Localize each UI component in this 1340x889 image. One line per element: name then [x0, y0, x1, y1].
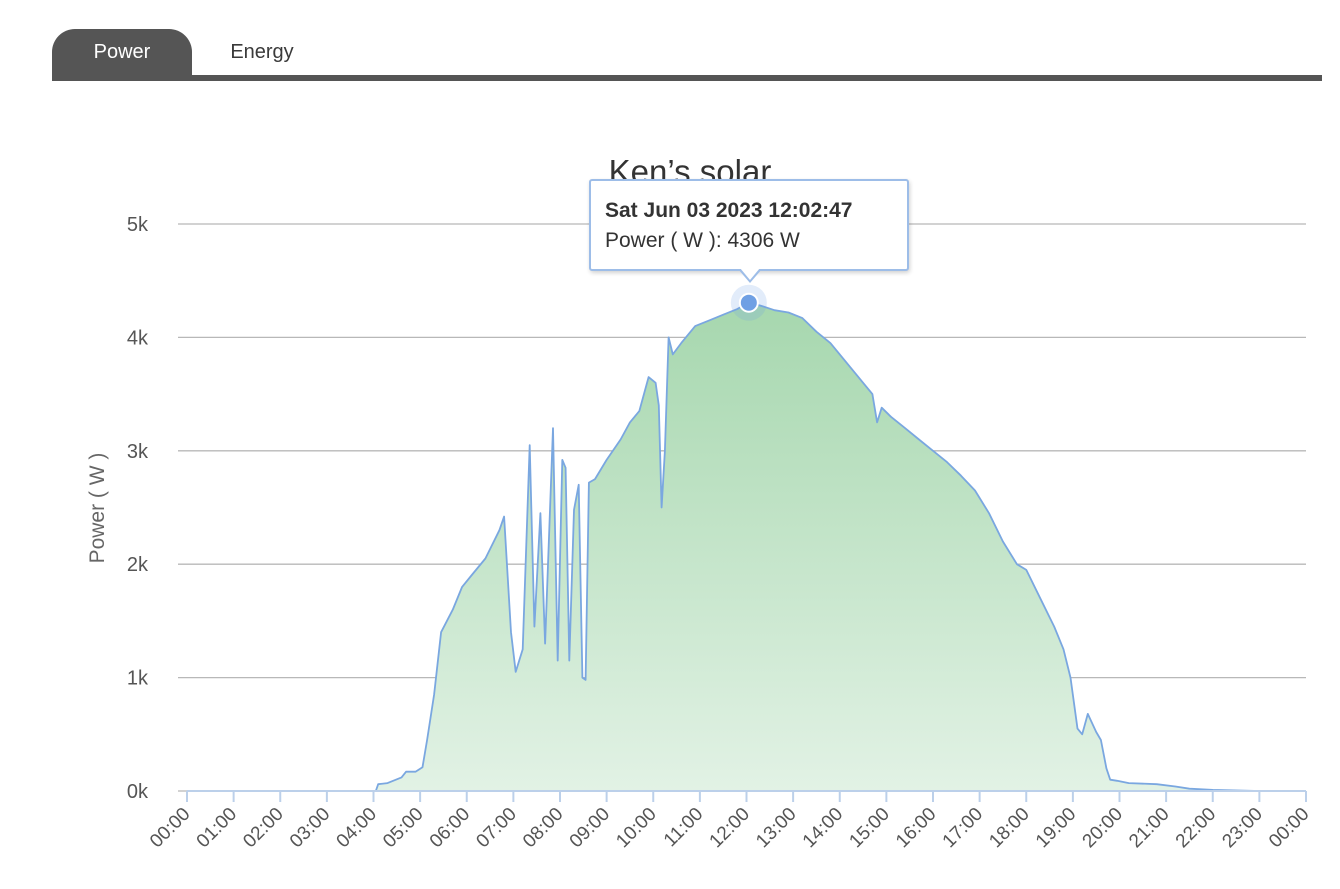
- x-tick-label: 06:00: [426, 804, 474, 852]
- y-tick-label: 4k: [127, 327, 149, 349]
- x-tick-label: 18:00: [985, 804, 1033, 852]
- tooltip-arrow-inner: [740, 268, 760, 280]
- x-tick-label: 17:00: [939, 804, 987, 852]
- tooltip-value: Power ( W ): 4306 W: [605, 229, 800, 252]
- x-tick-label: 14:00: [799, 804, 847, 852]
- tab-power[interactable]: Power: [52, 29, 192, 75]
- tab-underline: [52, 75, 1322, 81]
- x-tick-label: 21:00: [1125, 804, 1173, 852]
- tab-bar: Power Energy: [52, 29, 1322, 81]
- x-tick-label: 02:00: [239, 804, 287, 852]
- x-tick-label: 13:00: [752, 804, 800, 852]
- y-tick-label: 5k: [127, 214, 149, 236]
- x-tick-label: 10:00: [612, 804, 660, 852]
- x-tick-label: 22:00: [1172, 804, 1220, 852]
- x-tick-label: 23:00: [1218, 804, 1266, 852]
- tab-energy[interactable]: Energy: [230, 41, 294, 63]
- y-axis-label: Power ( W ): [86, 453, 109, 564]
- y-tick-label: 1k: [127, 668, 149, 690]
- y-tick-label: 3k: [127, 441, 149, 463]
- x-tick-label: 00:00: [146, 804, 194, 852]
- x-tick-label: 15:00: [845, 804, 893, 852]
- x-tick-label: 04:00: [333, 804, 381, 852]
- x-tick-label: 05:00: [379, 804, 427, 852]
- x-tick-label: 09:00: [566, 804, 614, 852]
- x-tick-label: 01:00: [193, 804, 241, 852]
- y-tick-label: 0k: [127, 781, 149, 803]
- hover-marker-point[interactable]: [738, 292, 759, 313]
- y-tick-label: 2k: [127, 554, 149, 576]
- x-tick-label: 07:00: [472, 804, 520, 852]
- tooltip-title: Sat Jun 03 2023 12:02:47: [605, 199, 853, 222]
- x-tick-label: 19:00: [1032, 804, 1080, 852]
- x-tick-label: 20:00: [1079, 804, 1127, 852]
- tooltip: Sat Jun 03 2023 12:02:47 Power ( W ): 43…: [589, 179, 909, 271]
- x-tick-label: 12:00: [706, 804, 754, 852]
- power-area-fill: [187, 302, 1260, 791]
- x-tick-label: 08:00: [519, 804, 567, 852]
- x-tick-label: 16:00: [892, 804, 940, 852]
- x-tick-label: 11:00: [660, 804, 707, 851]
- power-series-line: [187, 301, 1260, 792]
- x-tick-label: 00:00: [1265, 804, 1313, 852]
- x-tick-label: 03:00: [286, 804, 334, 852]
